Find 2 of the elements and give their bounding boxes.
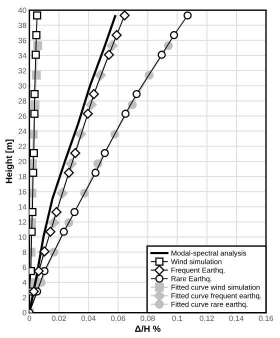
x-axis-title: Δ/H % [135, 325, 160, 332]
y-axis-title: Height [m] [6, 140, 14, 184]
